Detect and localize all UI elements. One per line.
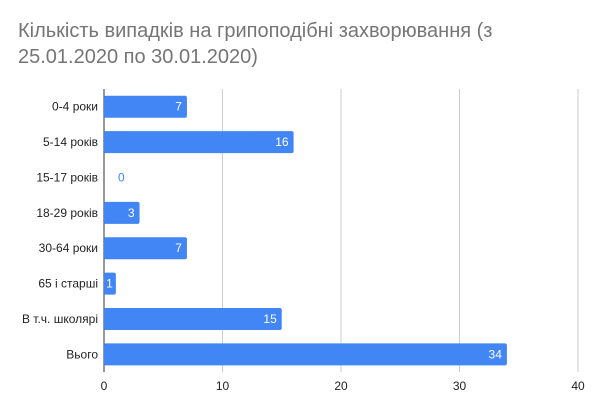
bar bbox=[104, 272, 116, 295]
data-label: 34 bbox=[489, 347, 503, 361]
bar bbox=[104, 307, 282, 330]
chart-title: Кількість випадків на грипоподібні захво… bbox=[18, 20, 493, 68]
x-tick-label-40: 40 bbox=[571, 379, 585, 393]
data-label: 16 bbox=[275, 135, 289, 149]
bar bbox=[104, 131, 294, 154]
data-label: 7 bbox=[175, 241, 182, 255]
bar bbox=[104, 201, 140, 224]
category-label: 65 і старші bbox=[38, 277, 98, 291]
data-label: 0 bbox=[118, 170, 125, 184]
x-tick-label-0: 0 bbox=[101, 379, 108, 393]
category-label: В т.ч. школярі bbox=[22, 312, 98, 326]
data-label: 7 bbox=[175, 100, 182, 114]
category-label: Вього bbox=[66, 347, 98, 361]
category-label: 30-64 роки bbox=[39, 241, 98, 255]
category-label: 5-14 років bbox=[43, 135, 98, 149]
x-tick-label-10: 10 bbox=[216, 379, 230, 393]
x-tick-label-20: 20 bbox=[334, 379, 348, 393]
bar bbox=[104, 237, 187, 260]
bar bbox=[104, 343, 507, 366]
category-label: 15-17 років bbox=[36, 170, 98, 184]
data-label: 3 bbox=[128, 206, 135, 220]
bar bbox=[104, 95, 187, 118]
x-tick-label-30: 30 bbox=[453, 379, 467, 393]
category-label: 0-4 роки bbox=[52, 100, 98, 114]
data-label: 15 bbox=[263, 312, 277, 326]
data-label: 1 bbox=[106, 277, 113, 291]
category-label: 18-29 років bbox=[36, 206, 98, 220]
